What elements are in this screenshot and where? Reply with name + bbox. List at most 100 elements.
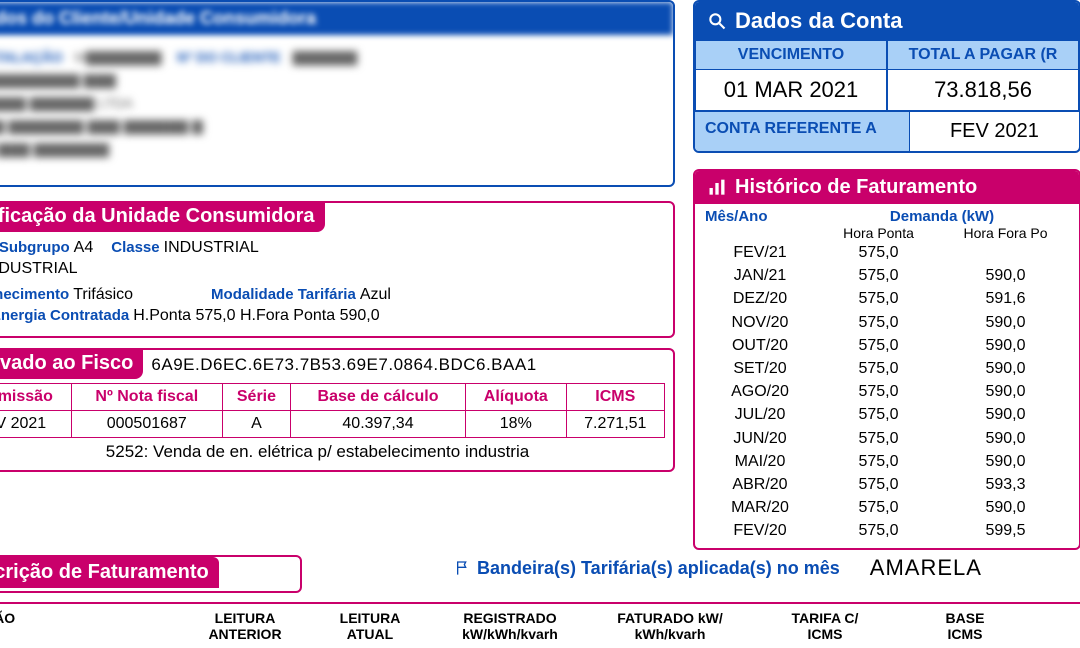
hist-row: ABR/20575,0593,3	[705, 473, 1069, 496]
hist-row: AGO/20575,0590,0	[705, 380, 1069, 403]
hist-row: OUT/20575,0590,0	[705, 334, 1069, 357]
cust-line1: ▇▇▇▇▇▇▇▇▇▇ ▇▇▇	[0, 72, 663, 89]
hist-fora: 590,0	[942, 380, 1069, 403]
hist-mes: AGO/20	[705, 380, 815, 403]
ref-label: CONTA REFERENTE A	[695, 111, 910, 151]
historico-panel: Histórico de Faturamento Mês/Ano Demanda…	[693, 169, 1080, 550]
hist-col-demanda: Demanda (kW)	[815, 208, 1069, 225]
hist-fora	[942, 241, 1069, 264]
fisco-td: 000501687	[71, 411, 222, 438]
fisco-th: ICMS	[566, 384, 664, 411]
cliente-val: ▇▇▇▇▇▇	[293, 49, 358, 65]
total-val: 73.818,56	[888, 70, 1078, 110]
hist-fora: 599,5	[942, 519, 1069, 542]
hist-mes: MAI/20	[705, 450, 815, 473]
fisco-th: Alíquota	[466, 384, 567, 411]
customer-header: Dados do Cliente/Unidade Consumidora	[0, 2, 673, 35]
bars-icon	[707, 178, 727, 198]
classe-label: Classe	[111, 239, 159, 256]
cliente-label: Nº DO CLIENTE	[177, 49, 281, 65]
fisco-th: Série	[222, 384, 290, 411]
hist-row: JUN/20575,0590,0	[705, 427, 1069, 450]
descr-col: BASEICMS	[900, 610, 1030, 642]
historico-header: Histórico de Faturamento	[695, 171, 1079, 204]
magnifier-icon	[707, 11, 727, 31]
hist-fora: 590,0	[942, 334, 1069, 357]
hist-ponta: 575,0	[815, 241, 942, 264]
subgrupo-label: Subgrupo	[0, 239, 70, 256]
fisco-td: 7.271,51	[566, 411, 664, 438]
dados-conta-panel: Dados da Conta VENCIMENTO 01 MAR 2021 TO…	[693, 0, 1080, 153]
descricao-columns: RIÇÃOLEITURAANTERIORLEITURAATUALREGISTRA…	[0, 602, 1080, 648]
hist-ponta: 575,0	[815, 264, 942, 287]
hist-fora: 590,0	[942, 264, 1069, 287]
fisco-th: Base de cálculo	[291, 384, 466, 411]
hist-fora: 590,0	[942, 496, 1069, 519]
hist-sub-fora: Hora Fora Po	[942, 225, 1069, 241]
hist-mes: FEV/20	[705, 519, 815, 542]
hist-mes: MAR/20	[705, 496, 815, 519]
hist-ponta: 575,0	[815, 519, 942, 542]
cust-line4: ▇▇ ▇▇▇ ▇▇▇▇▇▇▇	[0, 141, 663, 158]
dados-title: Dados da Conta	[735, 8, 902, 34]
cust-line3: ▇▇▇ ▇▇▇▇▇▇▇ ▇▇▇ ▇▇▇▇▇▇ ▇	[0, 118, 663, 135]
fisco-header: servado ao Fisco	[0, 348, 143, 379]
bandeira-row: Bandeira(s) Tarifária(s) aplicada(s) no …	[455, 555, 982, 581]
hist-mes: JUL/20	[705, 403, 815, 426]
hist-mes: SET/20	[705, 357, 815, 380]
venc-label: VENCIMENTO	[696, 41, 886, 70]
hist-ponta: 575,0	[815, 496, 942, 519]
venc-val: 01 MAR 2021	[696, 70, 886, 110]
descricao-header: escrição de Faturamento	[0, 557, 219, 588]
classificacao-header: ssificação da Unidade Consumidora	[0, 201, 325, 232]
cust-line2: ▇▇▇▇▇ ▇▇▇▇▇▇ LTDA	[0, 95, 663, 112]
fisco-th: Nº Nota fiscal	[71, 384, 222, 411]
fisco-panel: servado ao Fisco 6A9E.D6EC.6E73.7B53.69E…	[0, 348, 675, 472]
hist-ponta: 575,0	[815, 287, 942, 310]
fisco-td: A	[222, 411, 290, 438]
fisco-td: V 2021	[0, 411, 71, 438]
hist-row: MAR/20575,0590,0	[705, 496, 1069, 519]
hist-fora: 590,0	[942, 311, 1069, 334]
ref-val: FEV 2021	[910, 111, 1079, 151]
hist-ponta: 575,0	[815, 380, 942, 403]
fisco-td: 40.397,34	[291, 411, 466, 438]
customer-body: INSTALAÇÃO M▇▇▇▇▇▇▇ Nº DO CLIENTE ▇▇▇▇▇▇…	[0, 35, 673, 185]
hist-ponta: 575,0	[815, 450, 942, 473]
hist-ponta: 575,0	[815, 311, 942, 334]
contratada-val: H.Ponta 575,0 H.Fora Ponta 590,0	[133, 307, 379, 324]
fisco-hash: 6A9E.D6EC.6E73.7B53.69E7.0864.BDC6.BAA1	[151, 355, 536, 375]
hist-ponta: 575,0	[815, 473, 942, 496]
fisco-footnote: 5252: Venda de en. elétrica p/ estabelec…	[0, 442, 665, 462]
hist-fora: 590,0	[942, 450, 1069, 473]
hist-ponta: 575,0	[815, 357, 942, 380]
descr-col: REGISTRADOkW/kWh/kvarh	[430, 610, 590, 642]
descricao-panel: escrição de Faturamento	[0, 555, 302, 593]
hist-row: DEZ/20575,0591,6	[705, 287, 1069, 310]
fisco-th: emissão	[0, 384, 71, 411]
hist-fora: 593,3	[942, 473, 1069, 496]
contratada-label: a / Energia Contratada	[0, 307, 129, 324]
subclasse-val: INDUSTRIAL	[0, 260, 77, 277]
hist-ponta: 575,0	[815, 427, 942, 450]
instalacao-label: INSTALAÇÃO	[0, 49, 63, 65]
descr-col: LEITURAANTERIOR	[180, 610, 310, 642]
instalacao-val: M▇▇▇▇▇▇▇	[74, 49, 161, 65]
hist-fora: 591,6	[942, 287, 1069, 310]
customer-panel: Dados do Cliente/Unidade Consumidora INS…	[0, 0, 675, 187]
subgrupo-val: A4	[74, 239, 94, 256]
fisco-td: 18%	[466, 411, 567, 438]
dados-conta-header: Dados da Conta	[695, 2, 1079, 40]
total-label: TOTAL A PAGAR (R	[888, 41, 1078, 70]
hist-mes: ABR/20	[705, 473, 815, 496]
modal-val: Azul	[360, 286, 391, 303]
fisco-table: emissãoNº Nota fiscalSérieBase de cálcul…	[0, 383, 665, 438]
descr-col: TARIFA C/ICMS	[750, 610, 900, 642]
hist-row: MAI/20575,0590,0	[705, 450, 1069, 473]
hist-ponta: 575,0	[815, 403, 942, 426]
forn-label: Fornecimento	[0, 286, 69, 303]
descr-col: LEITURAATUAL	[310, 610, 430, 642]
hist-mes: OUT/20	[705, 334, 815, 357]
hist-mes: JAN/21	[705, 264, 815, 287]
hist-row: JAN/21575,0590,0	[705, 264, 1069, 287]
